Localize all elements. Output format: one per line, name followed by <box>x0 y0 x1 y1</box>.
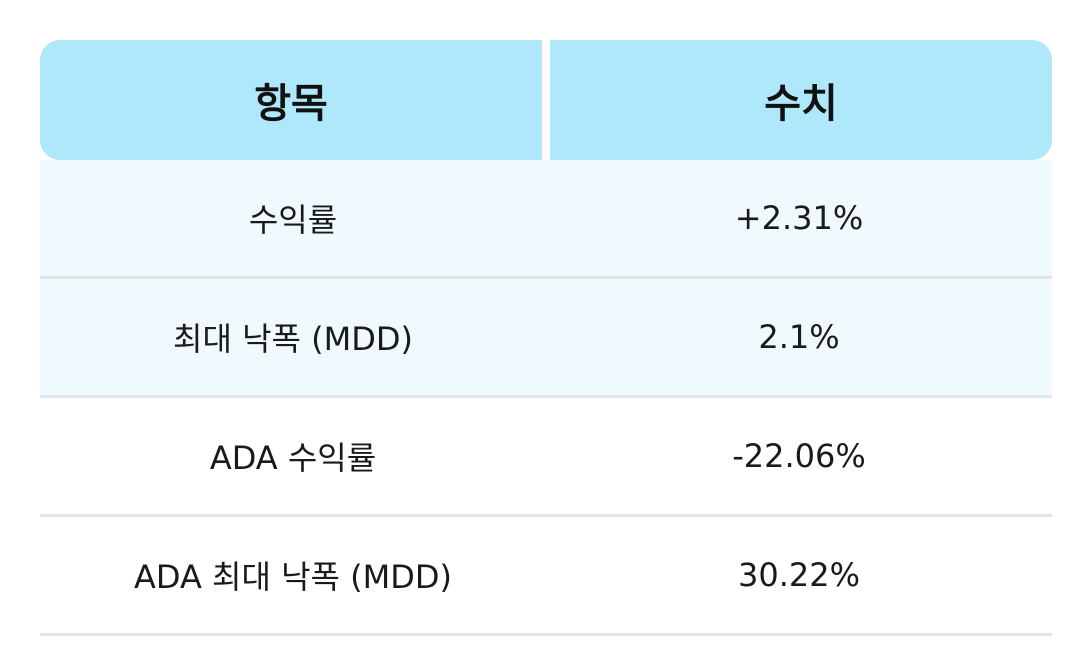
row-label: 수익률 <box>248 201 338 239</box>
table-row: ADA 최대 낙폭 (MDD) 30.22% <box>40 517 1052 636</box>
table-header: 항목 수치 <box>40 40 1052 160</box>
row-value: 30.22% <box>737 556 860 594</box>
row-label: ADA 최대 낙폭 (MDD) <box>134 558 452 596</box>
table-row: 수익률 +2.31% <box>40 160 1052 279</box>
table-row: ADA 수익률 -22.06% <box>40 398 1052 517</box>
row-label: ADA 수익률 <box>209 439 377 477</box>
row-label: 최대 낙폭 (MDD) <box>173 320 413 358</box>
row-value: -22.06% <box>732 437 866 475</box>
row-value: +2.31% <box>734 199 864 237</box>
header-item: 항목 <box>40 40 542 160</box>
row-value: 2.1% <box>758 318 840 356</box>
header-value: 수치 <box>550 40 1052 160</box>
table-row: 최대 낙폭 (MDD) 2.1% <box>40 279 1052 398</box>
metrics-table: 항목 수치 수익률 +2.31% 최대 낙폭 (MDD) 2.1% ADA 수익… <box>40 40 1052 636</box>
